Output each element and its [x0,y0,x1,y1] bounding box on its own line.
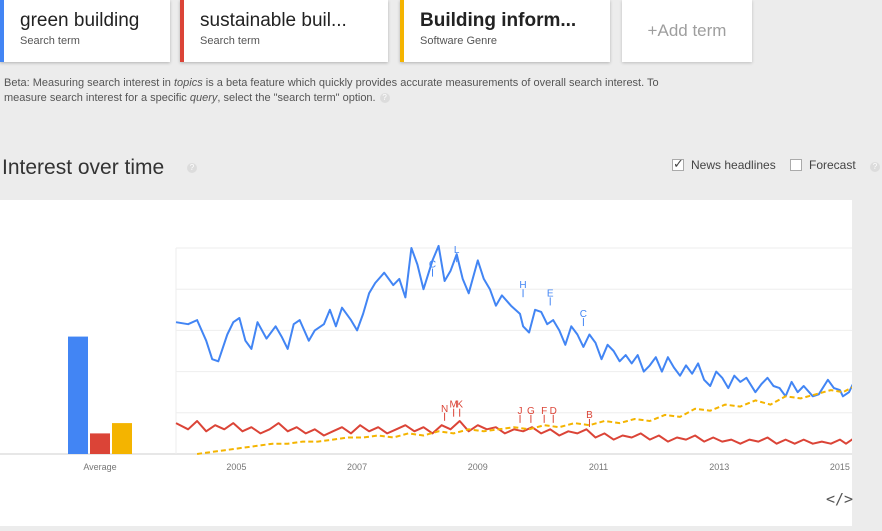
term-type: Search term [200,35,260,47]
annotation-label: E [547,288,554,299]
search-terms-bar: green building Search term sustainable b… [0,0,882,66]
average-label: Average [83,462,116,472]
news-headlines-option[interactable]: News headlines [672,156,776,172]
beta-text: , select the "search term" option. [217,92,376,104]
term-name: sustainable buil... [200,10,347,31]
term-name: green building [20,10,140,31]
section-title: Interest over time [2,156,165,179]
annotation-label: M [449,400,457,411]
term-card-3[interactable]: Building inform... Software Genre [400,0,610,62]
news-headlines-checkbox[interactable] [672,156,684,172]
x-tick-label: 2009 [468,462,488,472]
x-tick-label: 2013 [709,462,729,472]
annotation-label: L [454,245,460,256]
annotation-label: N [441,404,448,415]
series-line [175,420,856,445]
beta-query-text: query [189,92,218,104]
beta-note: Beta: Measuring search interest in topic… [4,76,704,106]
forecast-checkbox[interactable] [790,159,802,171]
average-bar [68,336,88,454]
x-tick-label: 2005 [226,462,246,472]
series-line [175,244,856,398]
interest-chart-panel: Average 2005 2007 2009 2011 2013 2015 C L H E C N M K J… [0,200,856,526]
x-tick-label: 2011 [589,462,608,472]
add-term-button[interactable]: +Add term [622,0,752,62]
annotation-label: F [541,406,547,417]
help-icon[interactable]: ? [379,93,390,104]
news-headlines-label: News headlines [691,158,776,172]
forecast-option[interactable]: Forecast [790,158,856,172]
term-card-1[interactable]: green building Search term [0,0,170,62]
beta-topics-text: topics [173,77,203,89]
term-card-2[interactable]: sustainable buil... Search term [180,0,388,62]
annotation-label: K [456,400,463,411]
term-type: Software Genre [420,35,498,47]
term-color-bar [400,0,404,62]
term-color-bar [0,0,4,62]
term-color-bar [180,0,184,62]
forecast-label: Forecast [809,158,856,172]
annotation-label: G [527,406,535,417]
annotation-label: B [586,410,593,421]
annotation-label: J [518,406,523,417]
x-tick-label: 2015 [830,462,850,472]
average-bar [90,433,110,454]
series-line [196,385,856,455]
x-tick-label: 2007 [347,462,367,472]
annotation-label: C [429,260,436,271]
term-name: Building inform... [420,10,577,31]
beta-text: Beta: Measuring search interest in [4,77,174,89]
annotation-label: D [550,406,557,417]
interest-over-time-chart: Average 2005 2007 2009 2011 2013 2015 C L H E C N MK J… [0,244,856,472]
help-icon[interactable]: ? [187,163,197,173]
annotation-label: C [580,309,587,320]
help-icon[interactable]: ? [870,162,880,172]
term-type: Search term [20,35,80,47]
beta-text: is a beta feature which quickly provides… [4,77,659,104]
annotation-label: H [519,280,526,291]
average-bar [112,423,132,454]
embed-icon[interactable]: </> [826,490,854,508]
